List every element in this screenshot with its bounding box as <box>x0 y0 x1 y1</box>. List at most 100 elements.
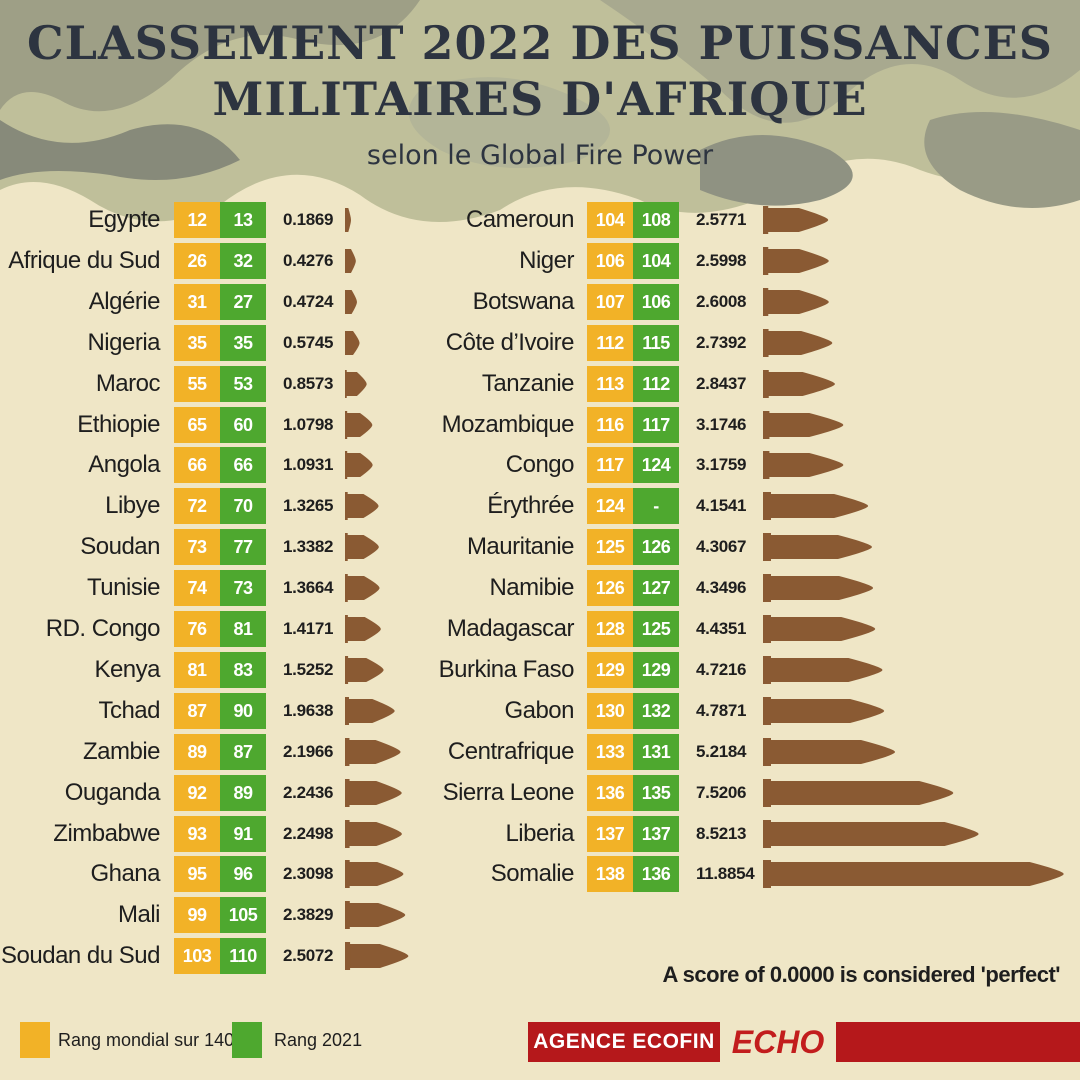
bullet-shape <box>763 412 844 437</box>
bullet-bar <box>345 492 379 521</box>
bullet-shape <box>763 780 954 805</box>
chart-subtitle: selon le Global Fire Power <box>366 140 714 171</box>
bullet-bar <box>345 615 381 643</box>
rank-2021-box: 126 <box>633 529 679 566</box>
rank-2021-box: 73 <box>220 570 266 607</box>
bullet-rim <box>763 574 771 603</box>
bullet-bar <box>763 533 872 562</box>
bullet-rim <box>345 369 347 398</box>
country-name: Mozambique <box>441 410 575 438</box>
bullet-rim <box>763 737 771 766</box>
country-row: Ouganda 92 89 2.2436 <box>0 774 1080 811</box>
country-row: Somalie 138 136 11.8854 <box>0 856 1080 893</box>
score-label: 3.1746 <box>696 414 747 434</box>
country-name: Zambie <box>82 737 161 765</box>
score-label: 4.3067 <box>696 537 747 557</box>
bullet-shape <box>345 576 380 601</box>
rank-2021-box: 89 <box>220 774 266 811</box>
rank-2021-box: 13 <box>220 202 266 238</box>
country-row: Ghana 95 96 2.3098 <box>0 856 1080 893</box>
rank-2022-box: 66 <box>174 447 220 484</box>
score-label: 0.4276 <box>283 250 334 270</box>
score-label: 8.5213 <box>696 823 747 843</box>
bullet-shape <box>763 739 896 764</box>
country-name: Cameroun <box>465 206 575 233</box>
rank-2022-box: 113 <box>587 365 633 402</box>
bullet-bar <box>345 451 373 480</box>
rank-2021-box: 112 <box>633 365 679 402</box>
score-label: 4.7216 <box>696 659 747 679</box>
score-label: 2.7392 <box>696 332 747 352</box>
country-name: Maroc <box>95 369 161 397</box>
rank-2022-box: 12 <box>174 202 220 238</box>
rank-2022-box: 136 <box>587 774 633 811</box>
country-row: Centrafrique 133 131 5.2184 <box>0 733 1080 770</box>
rank-2021-box: 117 <box>633 406 679 443</box>
rank-2022-box: 129 <box>587 651 633 688</box>
rank-2021-box: 129 <box>633 651 679 688</box>
bullet-rim <box>763 533 771 562</box>
bullet-bar <box>345 208 351 232</box>
rank-2021-box: 91 <box>220 815 266 852</box>
bullet-rim <box>345 492 348 521</box>
country-name: Madagascar <box>446 615 575 642</box>
chart-title-line2: MILITAIRES D'AFRIQUE <box>212 72 868 126</box>
rank-2021-box: 96 <box>220 856 266 893</box>
country-name: Libye <box>105 492 160 520</box>
country-row: Algérie 31 27 0.4724 <box>0 283 1080 320</box>
rank-2022-box: 55 <box>174 365 220 402</box>
bullet-bar <box>763 737 896 766</box>
rank-2021-box: 81 <box>220 611 266 647</box>
score-label: 2.8437 <box>696 373 747 393</box>
rank-2022-box: 31 <box>174 283 220 320</box>
country-name: Gabon <box>504 696 574 724</box>
country-name: Kenya <box>94 655 160 683</box>
bullet-bar <box>763 246 829 275</box>
rank-2021-box: 124 <box>633 447 679 484</box>
country-name: Liberia <box>505 819 574 847</box>
rank-2022-box: 74 <box>174 570 220 607</box>
bullet-shape <box>345 657 384 682</box>
bullet-rim <box>345 655 349 684</box>
bullet-bar <box>763 860 1064 889</box>
country-row: Ethiopie 65 60 1.0798 <box>0 406 1080 443</box>
rank-2021-box: 110 <box>220 938 266 975</box>
rank-2021-box: 127 <box>633 570 679 607</box>
country-name: Soudan <box>80 533 160 561</box>
rank-2021-box: 27 <box>220 283 266 320</box>
bullet-shape <box>763 657 883 682</box>
country-row: Angola 66 66 1.0931 <box>0 447 1080 484</box>
rank-2022-box: 138 <box>587 856 633 893</box>
bullet-rim <box>345 574 348 603</box>
legend-prev-label: Rang 2021 <box>274 1030 363 1050</box>
score-label: 2.3829 <box>283 905 334 925</box>
country-name: Egypte <box>88 206 160 233</box>
rank-2021-box: 136 <box>633 856 679 893</box>
bullet-shape <box>763 330 833 355</box>
bullet-bar <box>763 328 833 357</box>
bullet-rim <box>345 860 350 889</box>
country-name: Somalie <box>490 860 575 888</box>
rank-2022-box: 92 <box>174 774 220 811</box>
legend-rank-label: Rang mondial sur 140 <box>58 1030 235 1050</box>
country-name: Ouganda <box>64 778 161 806</box>
country-name: RD. Congo <box>45 615 161 642</box>
rank-2021-box: 32 <box>220 242 266 279</box>
score-label: 4.3496 <box>696 578 747 598</box>
score-label: 3.1759 <box>696 455 747 475</box>
score-label: 11.8854 <box>696 864 755 884</box>
rank-2022-box: 107 <box>587 283 633 320</box>
bullet-shape <box>763 248 829 273</box>
camouflage-background <box>0 0 1080 222</box>
rank-2022-box: 126 <box>587 570 633 607</box>
rank-2021-box: 106 <box>633 283 679 320</box>
rank-2022-box: 137 <box>587 815 633 852</box>
bullet-shape <box>345 739 401 764</box>
country-row: Liberia 137 137 8.5213 <box>0 815 1080 852</box>
rank-2022-box: 81 <box>174 651 220 688</box>
score-label: 0.8573 <box>283 373 334 393</box>
bullet-shape <box>345 330 360 355</box>
country-row: Madagascar 128 125 4.4351 <box>0 611 1080 647</box>
rank-2021-box: 104 <box>633 242 679 279</box>
bullet-rim <box>763 287 769 316</box>
